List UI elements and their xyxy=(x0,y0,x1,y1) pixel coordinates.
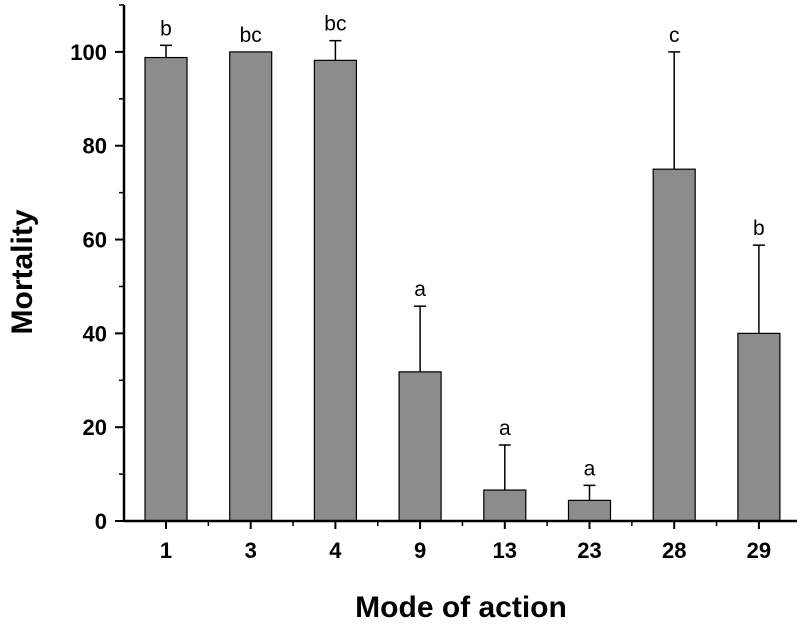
y-tick-label-100: 100 xyxy=(70,40,107,65)
significance-label-1: b xyxy=(160,17,172,40)
y-tick-label-40: 40 xyxy=(83,321,107,346)
bar-29 xyxy=(737,332,781,522)
significance-label-4: bc xyxy=(324,13,346,36)
x-tick-label-28: 28 xyxy=(662,538,686,563)
x-tick-label-13: 13 xyxy=(493,538,517,563)
x-axis-title: Mode of action xyxy=(355,591,567,624)
x-tick-label-4: 4 xyxy=(329,538,342,563)
bar-4 xyxy=(313,59,357,522)
y-tick-label-0: 0 xyxy=(95,509,107,534)
x-tick-label-1: 1 xyxy=(160,538,172,563)
y-tick-label-80: 80 xyxy=(83,134,107,159)
bar-13 xyxy=(483,489,527,522)
significance-label-29: b xyxy=(753,217,765,240)
bar-1 xyxy=(144,56,188,522)
bars-group xyxy=(144,51,781,522)
y-tick-label-20: 20 xyxy=(83,415,107,440)
bar-9 xyxy=(398,371,442,522)
y-tick-label-60: 60 xyxy=(83,228,107,253)
bar-28 xyxy=(652,168,696,522)
x-tick-label-3: 3 xyxy=(245,538,257,563)
bar-23 xyxy=(567,499,612,522)
significance-label-23: a xyxy=(584,457,596,480)
significance-label-9: a xyxy=(414,278,426,301)
y-axis-title: Mortality xyxy=(6,209,39,334)
x-tick-label-29: 29 xyxy=(747,538,771,563)
significance-label-28: c xyxy=(669,24,680,47)
x-tick-label-9: 9 xyxy=(414,538,426,563)
significance-labels-group: b bc bc a a a c b xyxy=(160,13,765,481)
significance-label-3: bc xyxy=(240,24,262,47)
x-tick-label-23: 23 xyxy=(577,538,601,563)
error-bars-group xyxy=(160,39,765,501)
significance-label-13: a xyxy=(499,417,511,440)
bar-3 xyxy=(229,51,273,522)
